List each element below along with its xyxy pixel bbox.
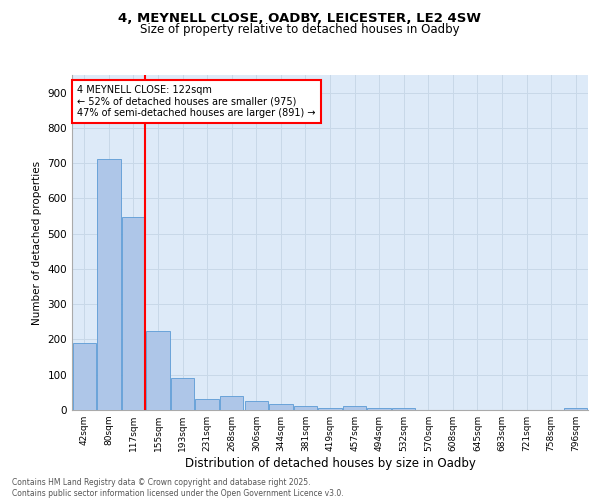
- Text: 4 MEYNELL CLOSE: 122sqm
← 52% of detached houses are smaller (975)
47% of semi-d: 4 MEYNELL CLOSE: 122sqm ← 52% of detache…: [77, 85, 316, 118]
- Bar: [245, 401, 268, 410]
- Text: Contains HM Land Registry data © Crown copyright and database right 2025.
Contai: Contains HM Land Registry data © Crown c…: [12, 478, 344, 498]
- Bar: [367, 408, 391, 410]
- Bar: [97, 158, 121, 410]
- Bar: [392, 408, 415, 410]
- Bar: [564, 408, 587, 410]
- Y-axis label: Number of detached properties: Number of detached properties: [32, 160, 42, 324]
- Bar: [343, 406, 366, 410]
- Bar: [196, 400, 219, 410]
- Bar: [294, 406, 317, 410]
- Bar: [122, 217, 145, 410]
- Bar: [146, 330, 170, 410]
- Bar: [171, 378, 194, 410]
- Text: Size of property relative to detached houses in Oadby: Size of property relative to detached ho…: [140, 24, 460, 36]
- Bar: [269, 404, 293, 410]
- Bar: [73, 343, 96, 410]
- Bar: [319, 408, 341, 410]
- Bar: [220, 396, 244, 410]
- Text: 4, MEYNELL CLOSE, OADBY, LEICESTER, LE2 4SW: 4, MEYNELL CLOSE, OADBY, LEICESTER, LE2 …: [119, 12, 482, 26]
- X-axis label: Distribution of detached houses by size in Oadby: Distribution of detached houses by size …: [185, 457, 475, 470]
